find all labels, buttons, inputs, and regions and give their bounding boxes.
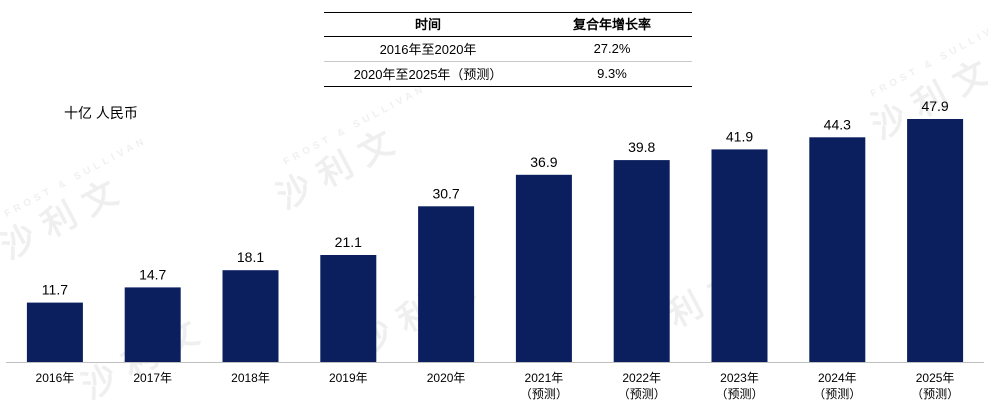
x-tick-label: 2018年: [231, 371, 270, 385]
x-tick-label: 2019年: [329, 371, 368, 385]
x-tick-label: 2024年: [818, 371, 857, 385]
x-tick-label: 2023年: [720, 371, 759, 385]
bar-2020年: [418, 206, 475, 362]
bar-2024年: [809, 137, 866, 362]
x-tick-sublabel: （预测）: [715, 387, 763, 401]
data-label: 44.3: [824, 116, 851, 132]
x-tick-label: 2016年: [36, 371, 75, 385]
x-tick-sublabel: （预测）: [813, 387, 861, 401]
bar-2018年: [222, 270, 279, 362]
cagr-rate: 27.2%: [532, 36, 692, 62]
bar-2025年: [907, 119, 964, 362]
table-row: 2016年至2020年 27.2%: [324, 36, 692, 62]
bar-2016年: [26, 302, 83, 362]
cagr-header-period: 时间: [324, 12, 532, 37]
bar-2023年: [711, 149, 768, 362]
bar-2019年: [320, 255, 377, 362]
data-label: 21.1: [335, 234, 362, 250]
x-tick-sublabel: （预测）: [911, 387, 959, 401]
unit-label: 十亿 人民币: [64, 105, 138, 121]
x-tick-sublabel: （预测）: [618, 387, 666, 401]
data-label: 30.7: [432, 185, 459, 201]
cagr-period: 2016年至2020年: [324, 36, 532, 62]
x-tick-label: 2022年: [622, 371, 661, 385]
x-tick-label: 2025年: [916, 371, 955, 385]
x-tick-label: 2017年: [133, 371, 172, 385]
x-tick-label: 2021年: [525, 371, 564, 385]
data-label: 14.7: [139, 266, 166, 282]
data-label: 39.8: [628, 139, 655, 155]
cagr-period: 2020年至2025年（预测）: [324, 61, 532, 87]
data-label: 11.7: [42, 282, 68, 298]
bar-2017年: [124, 287, 181, 362]
data-label: 41.9: [726, 128, 753, 144]
table-row: 2020年至2025年（预测） 9.3%: [324, 61, 692, 87]
data-label: 18.1: [237, 249, 264, 265]
cagr-header-rate: 复合年增长率: [532, 12, 692, 37]
bar-2022年: [613, 160, 670, 362]
data-label: 47.9: [921, 98, 948, 114]
cagr-rate: 9.3%: [532, 61, 692, 87]
x-tick-sublabel: （预测）: [520, 387, 568, 401]
data-label: 36.9: [530, 154, 557, 170]
cagr-table: 时间 复合年增长率 2016年至2020年 27.2% 2020年至2025年（…: [324, 12, 692, 87]
bar-2021年: [515, 174, 572, 362]
x-tick-label: 2020年: [427, 371, 466, 385]
